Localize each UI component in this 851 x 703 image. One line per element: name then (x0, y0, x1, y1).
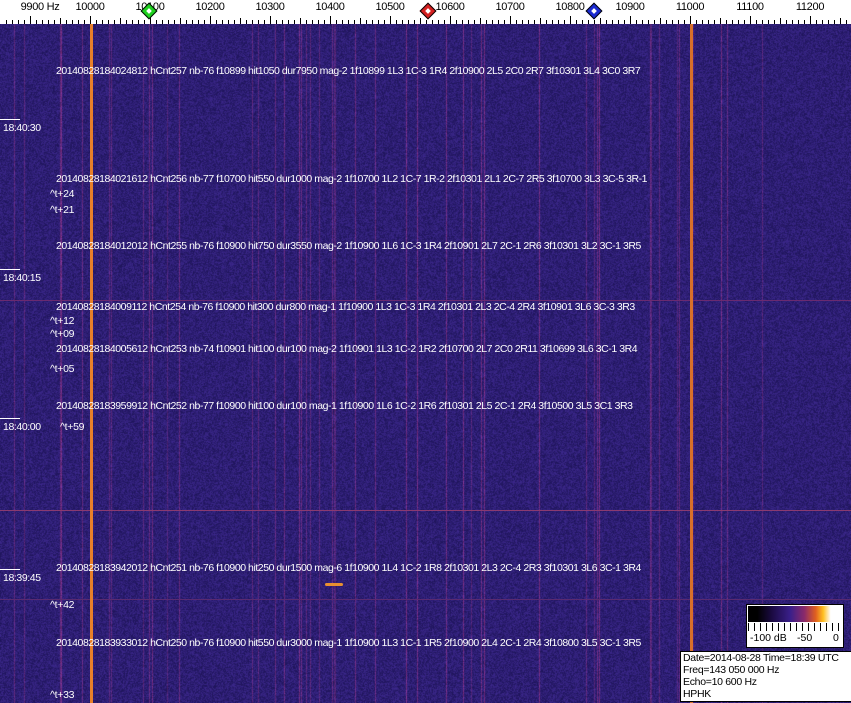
carrier-line (690, 24, 693, 703)
time-offset-label: ^t+21 (50, 204, 74, 216)
axis-unit-label: 9900 Hz (21, 1, 60, 13)
axis-tick (330, 16, 331, 24)
station-code: HPHK (683, 688, 851, 700)
axis-tick (270, 16, 271, 24)
scale-ticks (748, 623, 842, 631)
axis-tick (750, 16, 751, 24)
interference-line (0, 599, 851, 600)
waterfall-display: 20140828184024812 hCnt257 nb-76 f10899 h… (0, 24, 851, 703)
info-box: Date=2014-08-28 Time=18:39 UTC Freq=143 … (680, 651, 851, 702)
axis-tick (390, 16, 391, 24)
time-offset-label: ^t+09 (50, 328, 74, 340)
blue-frequency-marker[interactable] (586, 3, 603, 20)
time-label: 18:39:45 (3, 572, 41, 584)
meteor-echo (325, 583, 343, 586)
axis-tick (210, 16, 211, 24)
axis-tick-label: 10500 (375, 1, 404, 13)
detection-text: 20140828183959912 hCnt252 nb-77 f10900 h… (56, 400, 633, 412)
time-offset-label: ^t+42 (50, 599, 74, 611)
axis-tick (450, 16, 451, 24)
echo-frequency: Echo=10 600 Hz (683, 676, 851, 688)
color-gradient (748, 606, 842, 622)
axis-tick (90, 16, 91, 24)
detection-text: 20140828184024812 hCnt257 nb-76 f10899 h… (56, 65, 640, 77)
axis-tick-label: 10600 (435, 1, 464, 13)
noise-background (0, 24, 851, 703)
axis-tick-label: 10900 (615, 1, 644, 13)
axis-tick (690, 16, 691, 24)
time-offset-label: ^t+33 (50, 689, 74, 701)
time-label: 18:40:30 (3, 122, 41, 134)
axis-tick-label: 10000 (75, 1, 104, 13)
axis-tick-label: 11100 (736, 1, 763, 13)
axis-tick-label: 11000 (676, 1, 704, 13)
scale-label: 0 (833, 632, 839, 644)
frequency: Freq=143 050 000 Hz (683, 664, 851, 676)
interference-line (0, 510, 851, 511)
scale-label: -100 dB (750, 632, 787, 644)
detection-text: 20140828184009112 hCnt254 nb-76 f10900 h… (56, 301, 635, 313)
axis-tick-label: 10300 (255, 1, 284, 13)
axis-tick-label: 10700 (495, 1, 524, 13)
frequency-axis: 9900 Hz 10000101001020010300104001050010… (0, 0, 851, 24)
time-label: 18:40:00 (3, 421, 41, 433)
time-offset-label: ^t+24 (50, 188, 74, 200)
axis-tick (630, 16, 631, 24)
axis-tick-label: 11200 (796, 1, 824, 13)
detection-text: 20140828183933012 hCnt250 nb-76 f10900 h… (56, 637, 641, 649)
axis-tick-label: 10200 (195, 1, 224, 13)
detection-text: 20140828184005612 hCnt253 nb-74 f10901 h… (56, 343, 637, 355)
axis-tick (810, 16, 811, 24)
db-color-scale: -100 dB -50 0 (746, 604, 844, 648)
scale-label: -50 (797, 632, 812, 644)
date-time: Date=2014-08-28 Time=18:39 UTC (683, 652, 851, 664)
detection-text: 20140828184021612 hCnt256 nb-77 f10700 h… (56, 173, 647, 185)
time-offset-label: ^t+12 (50, 315, 74, 327)
time-offset-label: ^t+59 (60, 421, 84, 433)
detection-text: 20140828184012012 hCnt255 nb-76 f10900 h… (56, 240, 641, 252)
axis-tick (570, 16, 571, 24)
axis-tick-label: 10800 (555, 1, 584, 13)
axis-tick-label: 10400 (315, 1, 344, 13)
red-frequency-marker[interactable] (420, 3, 437, 20)
axis-tick (30, 16, 31, 24)
axis-tick (510, 16, 511, 24)
time-label: 18:40:15 (3, 272, 41, 284)
carrier-line (90, 24, 93, 703)
detection-text: 20140828183942012 hCnt251 nb-76 f10900 h… (56, 562, 641, 574)
time-offset-label: ^t+05 (50, 363, 74, 375)
